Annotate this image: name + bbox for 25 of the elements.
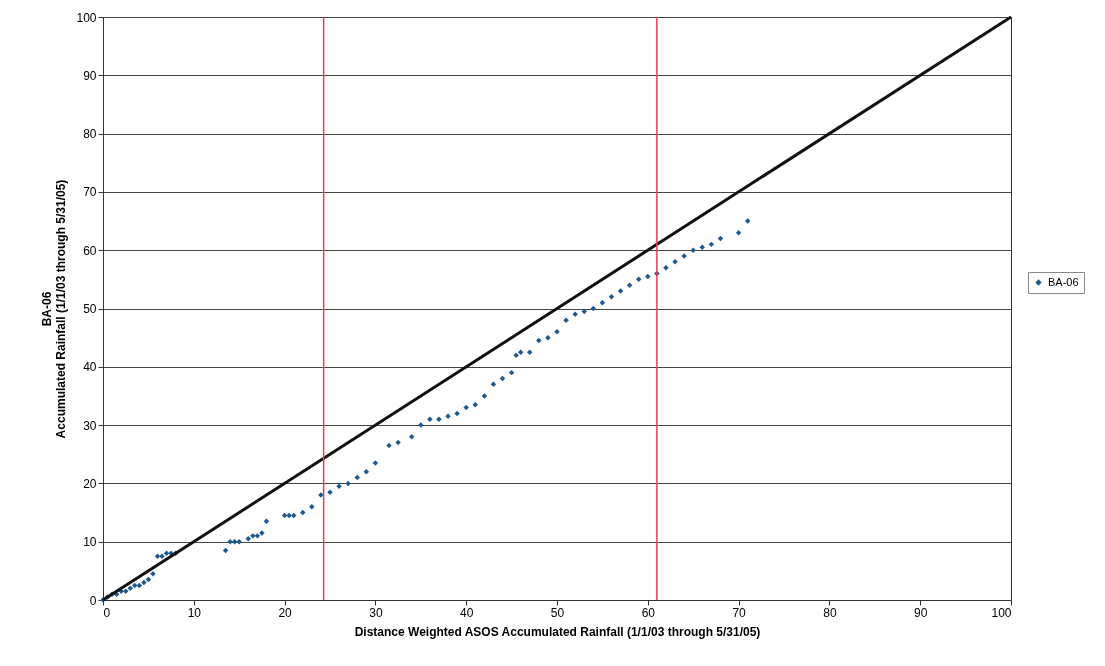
y-tick-label: 90 xyxy=(83,68,97,83)
x-tick-label: 90 xyxy=(914,605,928,620)
legend-label: BA-06 xyxy=(1048,275,1079,288)
y-tick-label: 60 xyxy=(83,243,97,258)
y-axis-title: BA-06 Accumulated Rainfall (1/1/03 through 5/31/05) xyxy=(40,179,69,439)
x-tick-label: 50 xyxy=(550,605,565,620)
y-tick-label: 50 xyxy=(83,302,97,316)
y-tick-label: 0 xyxy=(89,593,97,608)
x-tick-label: 30 xyxy=(369,605,383,620)
y-tick-label: 40 xyxy=(83,360,97,375)
y-tick-label: 30 xyxy=(83,418,97,433)
x-tick-label: 40 xyxy=(460,605,474,620)
y-tick-label: 70 xyxy=(83,185,97,200)
x-axis-title: Distance Weighted ASOS Accumulated Rainfall (1/1/03 through 5/31/05) xyxy=(354,624,761,639)
x-tick-label: 20 xyxy=(278,605,293,620)
y-tick-label: 10 xyxy=(83,535,97,550)
x-tick-label: 10 xyxy=(187,605,202,620)
x-tick-label: 0 xyxy=(103,605,111,620)
y-tick-label: 100 xyxy=(76,10,97,25)
y-tick-label: 80 xyxy=(83,127,97,142)
x-tick-label: 60 xyxy=(641,605,656,620)
y-tick-label: 20 xyxy=(83,476,97,491)
x-tick-label: 70 xyxy=(732,605,747,620)
x-tick-label: 100 xyxy=(991,605,1012,620)
x-tick-label: 80 xyxy=(823,605,837,620)
